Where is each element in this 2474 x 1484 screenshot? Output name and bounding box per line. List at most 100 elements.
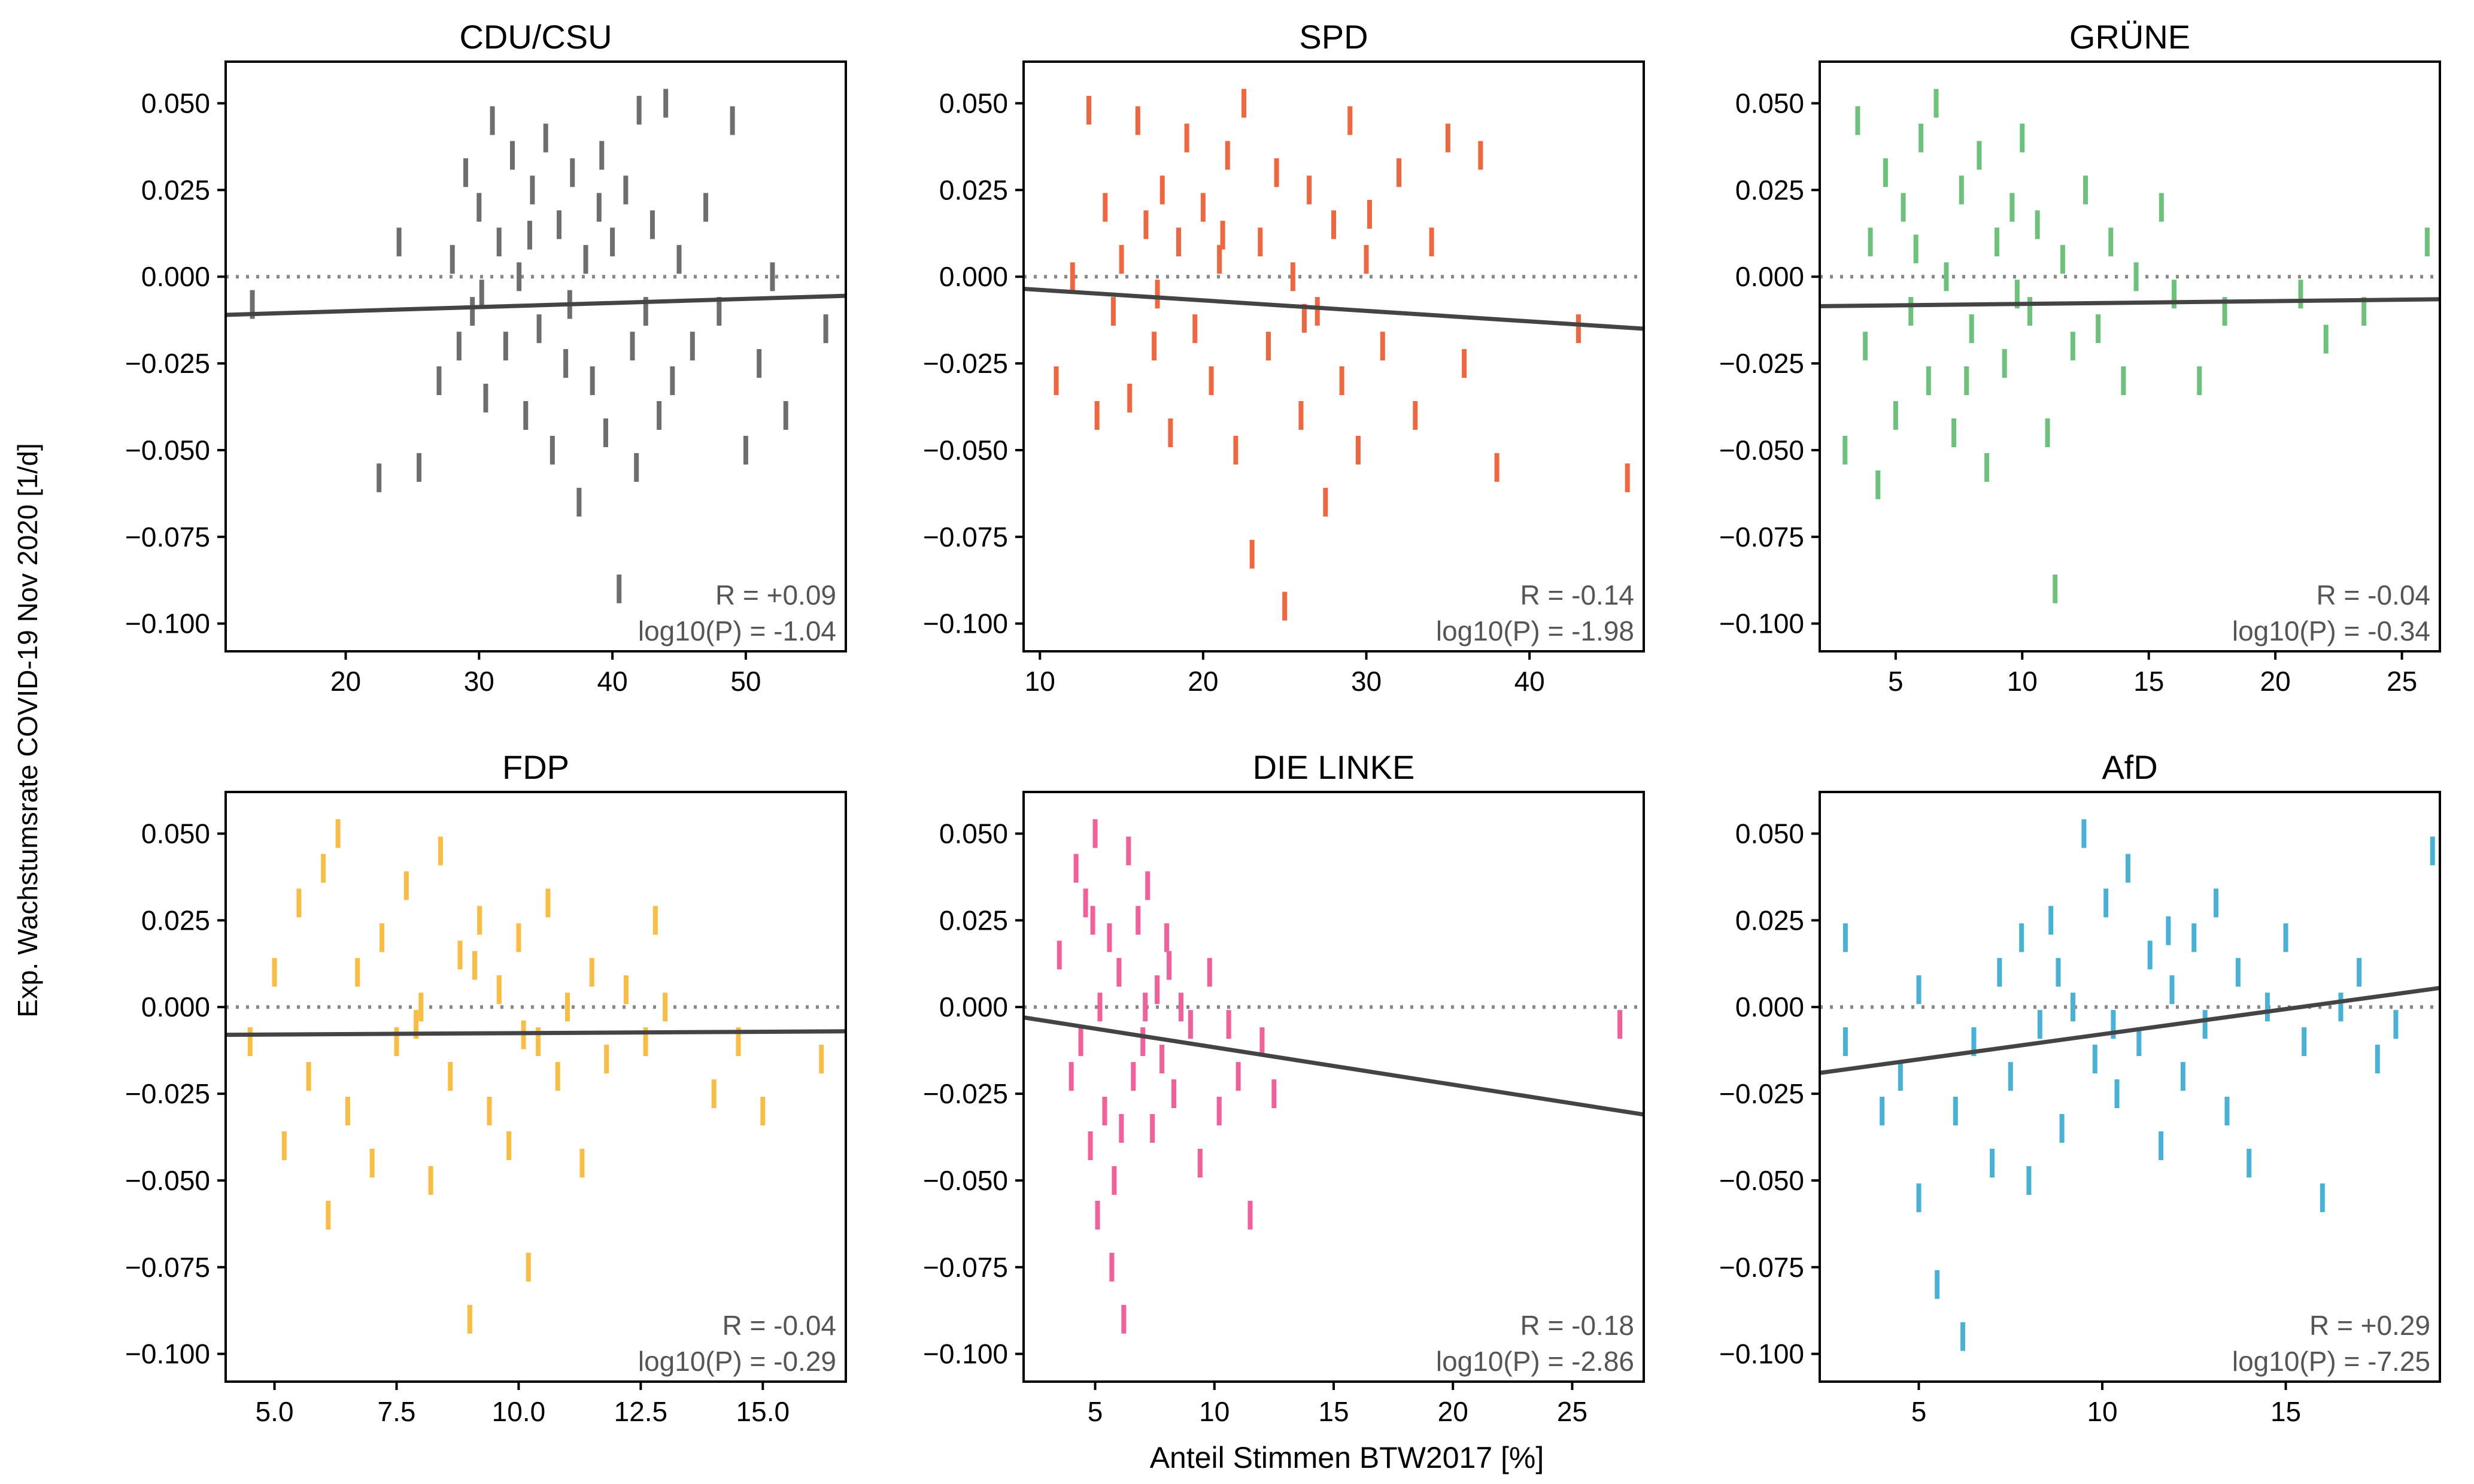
- y-tick-label: 0.050: [141, 88, 210, 119]
- y-tick-label: −0.100: [923, 608, 1008, 639]
- correlation-annotation: R = +0.09: [715, 579, 836, 611]
- x-tick-label: 40: [597, 666, 628, 697]
- y-tick-label: −0.100: [923, 1339, 1008, 1370]
- y-tick-label: 0.050: [939, 88, 1008, 119]
- x-tick-label: 30: [1351, 666, 1382, 697]
- regression-line: [1819, 297, 2440, 308]
- plot-frame: [1022, 791, 1645, 1383]
- y-tick-label: 0.025: [939, 905, 1008, 936]
- plot-frame: [224, 791, 847, 1383]
- y-tick-label: 0.050: [1735, 818, 1804, 849]
- correlation-annotation: R = -0.04: [723, 1310, 837, 1341]
- panel-title: SPD: [1299, 18, 1368, 56]
- x-tick-label: 5.0: [256, 1396, 294, 1427]
- panel-5: AfD 0.050 0.025 0.000 −0.025 −0.050 −0.075 −0.1…: [1719, 748, 2441, 1427]
- y-tick-label: 0.025: [939, 174, 1008, 205]
- x-tick-label: 15: [2133, 666, 2164, 697]
- x-tick-label: 15.0: [736, 1396, 790, 1427]
- regression-line: [1023, 1015, 1644, 1117]
- y-tick-label: −0.050: [923, 1165, 1008, 1196]
- p-value-annotation: log10(P) = -2.86: [1436, 1346, 1634, 1377]
- x-tick-label: 50: [730, 666, 761, 697]
- y-tick-label: 0.000: [141, 991, 210, 1022]
- regression-line: [225, 293, 846, 317]
- plot-frame: [1819, 791, 2441, 1383]
- y-tick-label: 0.000: [939, 991, 1008, 1022]
- y-tick-label: 0.025: [141, 905, 210, 936]
- x-tick-label: 10: [2007, 666, 2038, 697]
- y-tick-label: −0.075: [125, 521, 210, 553]
- panel-4: DIE LINKE 0.050 0.025 0.000 −0.025 −0.050 −0.0…: [923, 748, 1645, 1427]
- panel-title: FDP: [502, 748, 569, 786]
- y-tick-label: −0.100: [1719, 1339, 1804, 1370]
- figure-x-axis-label: Anteil Stimmen BTW2017 [%]: [1150, 1441, 1544, 1474]
- y-tick-label: 0.000: [1735, 261, 1804, 292]
- y-tick-label: −0.075: [1719, 521, 1804, 553]
- y-tick-label: −0.075: [923, 1252, 1008, 1283]
- x-tick-label: 30: [464, 666, 494, 697]
- x-tick-label: 10: [1199, 1396, 1230, 1427]
- x-tick-label: 5: [1088, 1396, 1103, 1427]
- y-tick-label: −0.050: [125, 435, 210, 466]
- panel-2: GRÜNE 0.050 0.025 0.000 −0.025 −0.050 −0.075 −0…: [1719, 18, 2441, 697]
- correlation-annotation: R = -0.18: [1520, 1310, 1635, 1341]
- x-tick-label: 5: [1888, 666, 1904, 697]
- panel-1: SPD 0.050 0.025 0.000 −0.025 −0.050 −0.075 −0.1…: [923, 18, 1645, 697]
- y-tick-label: −0.050: [1719, 435, 1804, 466]
- x-tick-label: 40: [1514, 666, 1545, 697]
- p-value-annotation: log10(P) = -1.04: [638, 615, 836, 647]
- panel-0: CDU/CSU 0.050 0.025 0.000 −0.025 −0.050 −0.075…: [125, 18, 847, 697]
- y-tick-label: 0.000: [1735, 991, 1804, 1022]
- plot-frame: [1819, 60, 2441, 653]
- y-tick-label: 0.025: [141, 174, 210, 205]
- y-tick-label: −0.075: [125, 1252, 210, 1283]
- y-tick-label: −0.050: [125, 1165, 210, 1196]
- panel-title: GRÜNE: [2069, 18, 2190, 56]
- x-tick-label: 20: [1188, 666, 1218, 697]
- y-tick-label: −0.100: [125, 1339, 210, 1370]
- y-tick-label: −0.025: [923, 348, 1008, 379]
- p-value-annotation: log10(P) = -7.25: [2232, 1346, 2430, 1377]
- y-tick-label: 0.050: [141, 818, 210, 849]
- panel-title: DIE LINKE: [1253, 748, 1415, 786]
- x-tick-label: 10.0: [492, 1396, 546, 1427]
- correlation-annotation: R = -0.04: [2317, 579, 2431, 611]
- panels: CDU/CSU 0.050 0.025 0.000 −0.025 −0.050 −0.075…: [125, 18, 2441, 1427]
- y-tick-label: −0.050: [923, 435, 1008, 466]
- p-value-annotation: log10(P) = -1.98: [1436, 615, 1634, 647]
- y-tick-label: −0.025: [1719, 1078, 1804, 1109]
- x-tick-label: 12.5: [614, 1396, 668, 1427]
- x-tick-label: 25: [1557, 1396, 1587, 1427]
- panel-title: AfD: [2102, 748, 2157, 786]
- x-tick-label: 10: [1025, 666, 1055, 697]
- x-tick-label: 7.5: [378, 1396, 416, 1427]
- y-tick-label: 0.025: [1735, 905, 1804, 936]
- x-tick-label: 10: [2087, 1396, 2117, 1427]
- y-tick-label: −0.025: [125, 1078, 210, 1109]
- x-tick-label: 20: [1438, 1396, 1468, 1427]
- plot-frame: [224, 60, 847, 653]
- y-tick-label: 0.000: [141, 261, 210, 292]
- regression-line: [225, 1029, 846, 1037]
- regression-line: [1023, 287, 1644, 331]
- correlation-annotation: R = -0.14: [1520, 579, 1635, 611]
- y-tick-label: 0.050: [939, 818, 1008, 849]
- x-tick-label: 25: [2387, 666, 2417, 697]
- regression-line: [1819, 985, 2440, 1075]
- y-tick-label: 0.025: [1735, 174, 1804, 205]
- y-tick-label: −0.075: [1719, 1252, 1804, 1283]
- x-tick-label: 15: [1318, 1396, 1349, 1427]
- y-tick-label: −0.075: [923, 521, 1008, 553]
- figure-y-axis-label: Exp. Wachstumsrate COVID-19 Nov 2020 [1/…: [12, 443, 43, 1018]
- y-tick-label: −0.050: [1719, 1165, 1804, 1196]
- p-value-annotation: log10(P) = -0.29: [638, 1346, 836, 1377]
- p-value-annotation: log10(P) = -0.34: [2232, 615, 2430, 647]
- y-tick-label: −0.025: [125, 348, 210, 379]
- x-tick-label: 15: [2270, 1396, 2301, 1427]
- x-tick-label: 20: [2260, 666, 2291, 697]
- y-tick-label: 0.000: [939, 261, 1008, 292]
- y-tick-label: 0.050: [1735, 88, 1804, 119]
- panel-3: FDP 0.050 0.025 0.000 −0.025 −0.050 −0.075 −0.1…: [125, 748, 847, 1427]
